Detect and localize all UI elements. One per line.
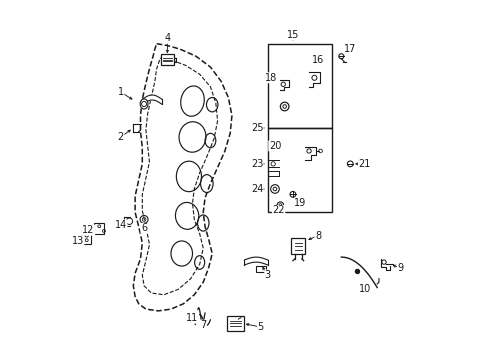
Bar [94, 223, 104, 234]
Text: 2: 2 [118, 132, 123, 142]
Text: 21: 21 [358, 159, 370, 169]
Text: 10: 10 [358, 284, 370, 294]
Text: 24: 24 [250, 184, 263, 194]
Bar [255, 266, 265, 272]
Text: 11: 11 [186, 313, 198, 323]
Text: 20: 20 [268, 141, 281, 151]
Bar [160, 54, 174, 65]
Bar [226, 316, 244, 330]
Circle shape [355, 269, 359, 274]
Text: 4: 4 [164, 33, 170, 43]
Text: 3: 3 [264, 270, 270, 280]
Text: 16: 16 [311, 55, 324, 65]
Bar [82, 231, 91, 244]
Text: 18: 18 [264, 73, 277, 83]
Text: 7: 7 [200, 320, 206, 330]
Text: 19: 19 [293, 198, 305, 208]
Bar [290, 238, 305, 255]
Text: 1: 1 [118, 87, 123, 97]
Bar [267, 128, 332, 212]
Text: 15: 15 [286, 30, 299, 40]
Text: 13: 13 [71, 236, 84, 246]
Text: 23: 23 [250, 159, 263, 169]
Text: 14: 14 [114, 220, 127, 230]
Text: 9: 9 [397, 263, 403, 273]
Ellipse shape [140, 99, 148, 109]
Text: 8: 8 [314, 231, 321, 240]
Text: 6: 6 [141, 224, 147, 233]
Bar [267, 44, 332, 128]
Text: 22: 22 [272, 206, 284, 216]
Text: 17: 17 [344, 44, 356, 54]
Text: 12: 12 [82, 225, 95, 235]
Text: 5: 5 [257, 322, 263, 332]
Text: 25: 25 [250, 123, 263, 133]
